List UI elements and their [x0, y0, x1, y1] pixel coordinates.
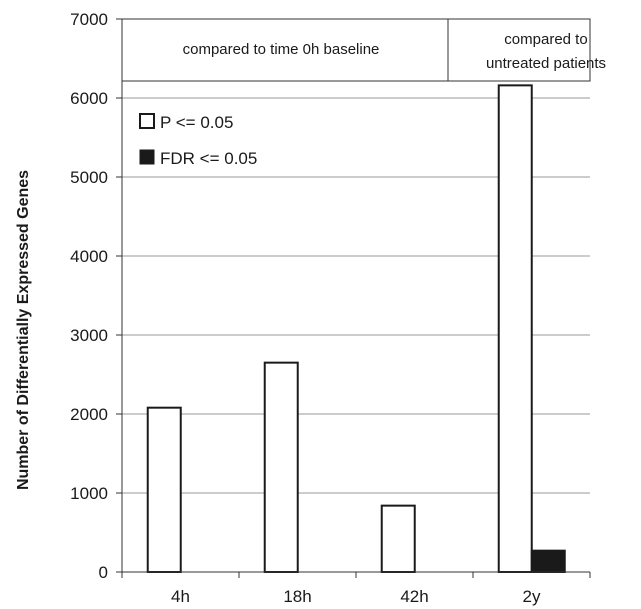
axes — [116, 18, 591, 578]
x-tick-labels: 4h 18h 42h 2y — [171, 587, 541, 606]
bar-fdr-2y — [530, 549, 566, 573]
y-tick-label: 3000 — [70, 326, 108, 345]
annotation-band-untreated — [447, 18, 591, 82]
legend-swatch-p — [139, 113, 155, 129]
y-tick-label: 1000 — [70, 484, 108, 503]
bar-p-42h — [380, 504, 416, 574]
annotation-band-baseline — [121, 18, 449, 82]
legend: P <= 0.05 FDR <= 0.05 — [139, 113, 257, 168]
bars — [146, 84, 566, 574]
y-tick-label: 0 — [99, 563, 108, 582]
annotation-untreated-line1: compared to — [504, 31, 587, 48]
annotation-bands: compared to time 0h baseline compared to… — [121, 18, 606, 82]
annotation-baseline-text: compared to time 0h baseline — [183, 41, 380, 58]
y-tick-label: 4000 — [70, 247, 108, 266]
x-tick-label: 2y — [523, 587, 541, 606]
x-tick-label: 4h — [171, 587, 190, 606]
bar-p-4h — [146, 406, 182, 573]
legend-swatch-fdr — [139, 149, 155, 165]
y-tick-label: 7000 — [70, 10, 108, 29]
y-tick-labels: 0 1000 2000 3000 4000 5000 6000 7000 — [70, 10, 108, 582]
y-tick-label: 2000 — [70, 405, 108, 424]
y-axis-label: Number of Differentially Expressed Genes — [15, 170, 32, 490]
bar-p-18h — [263, 361, 299, 573]
y-tick-label: 5000 — [70, 168, 108, 187]
x-tick-label: 18h — [283, 587, 311, 606]
bar-p-2y — [497, 84, 533, 574]
x-tick-label: 42h — [400, 587, 428, 606]
legend-label-p: P <= 0.05 — [160, 113, 233, 132]
annotation-untreated-line2: untreated patients — [486, 55, 606, 72]
legend-label-fdr: FDR <= 0.05 — [160, 149, 257, 168]
y-tick-label: 6000 — [70, 89, 108, 108]
